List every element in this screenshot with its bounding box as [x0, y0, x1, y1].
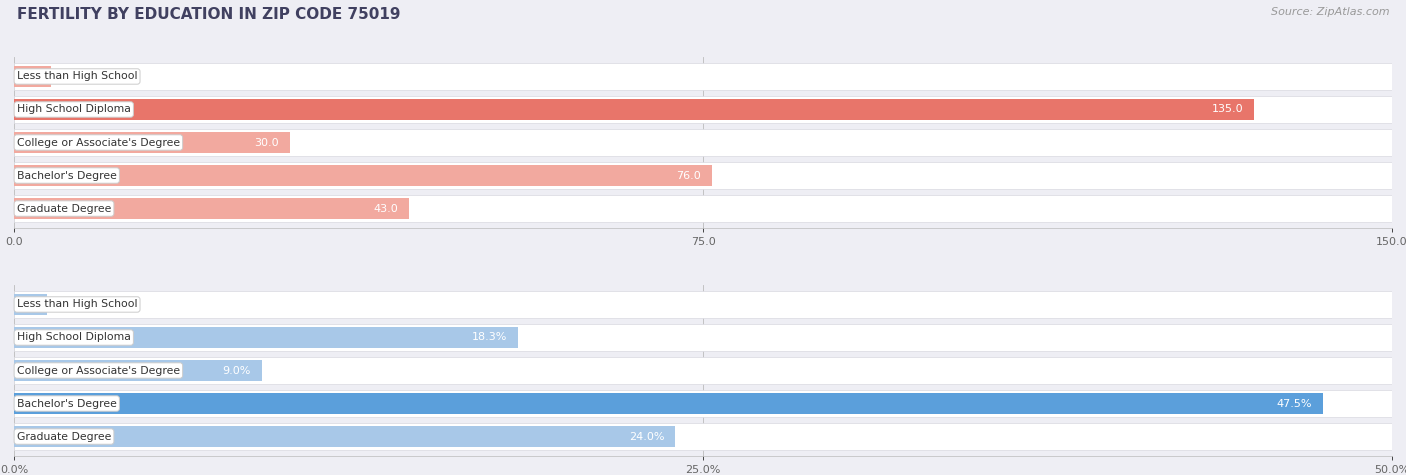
FancyBboxPatch shape: [14, 291, 1392, 318]
Bar: [14, 165, 713, 186]
Text: 135.0: 135.0: [1212, 104, 1243, 114]
Text: Graduate Degree: Graduate Degree: [17, 203, 111, 214]
Text: High School Diploma: High School Diploma: [17, 104, 131, 114]
Text: 18.3%: 18.3%: [472, 332, 508, 342]
Bar: [14, 99, 1254, 120]
Text: 76.0: 76.0: [676, 171, 702, 180]
Text: 1.2%: 1.2%: [58, 299, 87, 310]
Text: Less than High School: Less than High School: [17, 71, 138, 82]
Bar: [14, 393, 1323, 414]
Text: Graduate Degree: Graduate Degree: [17, 431, 111, 442]
FancyBboxPatch shape: [14, 96, 1392, 123]
FancyBboxPatch shape: [14, 162, 1392, 189]
Bar: [14, 198, 409, 219]
Text: College or Associate's Degree: College or Associate's Degree: [17, 137, 180, 148]
Text: 4.0: 4.0: [62, 71, 80, 82]
Text: FERTILITY BY EDUCATION IN ZIP CODE 75019: FERTILITY BY EDUCATION IN ZIP CODE 75019: [17, 7, 401, 22]
Bar: [14, 360, 262, 381]
FancyBboxPatch shape: [14, 195, 1392, 222]
Text: 47.5%: 47.5%: [1277, 399, 1312, 408]
Text: 43.0: 43.0: [373, 203, 398, 214]
Text: Source: ZipAtlas.com: Source: ZipAtlas.com: [1271, 7, 1389, 17]
Bar: [14, 66, 51, 87]
Text: Bachelor's Degree: Bachelor's Degree: [17, 399, 117, 408]
FancyBboxPatch shape: [14, 423, 1392, 450]
FancyBboxPatch shape: [14, 390, 1392, 417]
FancyBboxPatch shape: [14, 63, 1392, 90]
Text: 24.0%: 24.0%: [628, 431, 665, 442]
Bar: [14, 294, 48, 315]
Text: 30.0: 30.0: [254, 137, 278, 148]
Bar: [14, 426, 675, 447]
Text: 9.0%: 9.0%: [222, 365, 252, 376]
FancyBboxPatch shape: [14, 324, 1392, 351]
Text: Bachelor's Degree: Bachelor's Degree: [17, 171, 117, 180]
Bar: [14, 132, 290, 153]
Bar: [14, 327, 519, 348]
Text: Less than High School: Less than High School: [17, 299, 138, 310]
Text: High School Diploma: High School Diploma: [17, 332, 131, 342]
FancyBboxPatch shape: [14, 129, 1392, 156]
Text: College or Associate's Degree: College or Associate's Degree: [17, 365, 180, 376]
FancyBboxPatch shape: [14, 357, 1392, 384]
